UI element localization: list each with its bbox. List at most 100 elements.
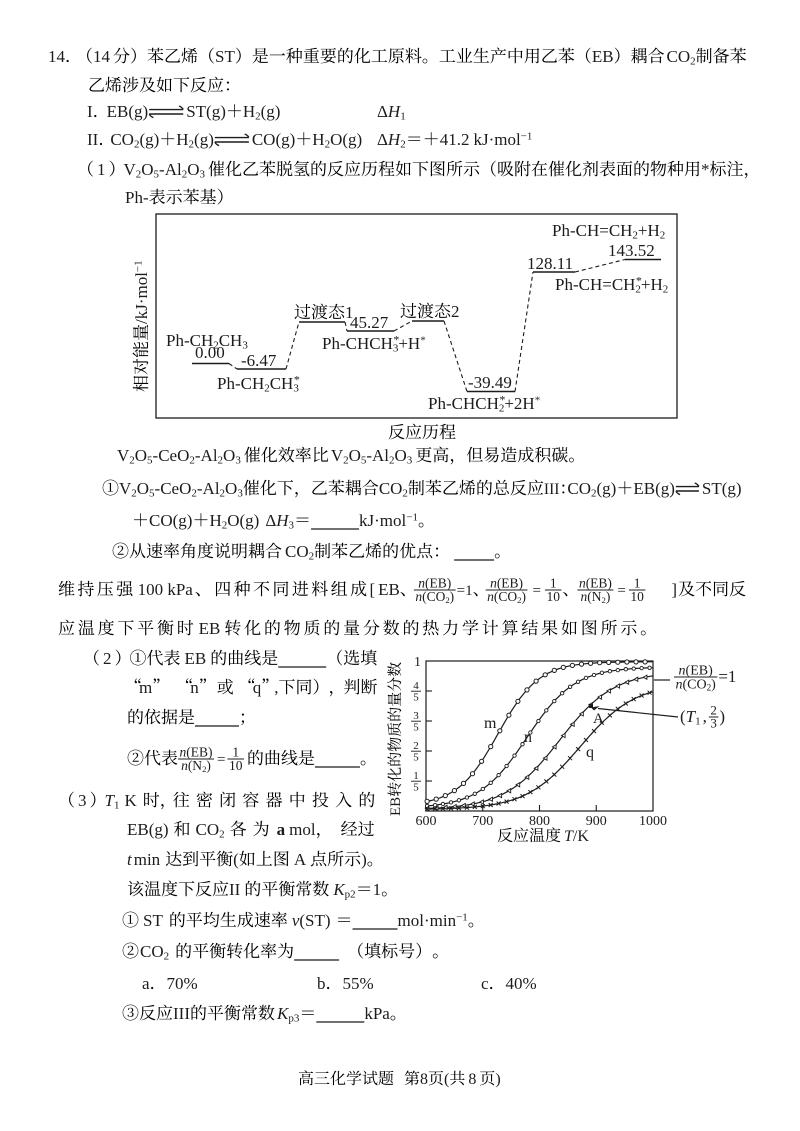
svg-text:*: * xyxy=(393,333,399,347)
svg-text:1: 1 xyxy=(373,880,382,899)
svg-text:V: V xyxy=(119,479,132,498)
svg-text:(N: (N xyxy=(188,758,202,773)
svg-text:3: 3 xyxy=(237,488,243,500)
svg-text:Ph-CH: Ph-CH xyxy=(217,374,264,393)
svg-text:n: n xyxy=(181,758,188,773)
svg-text:2: 2 xyxy=(710,703,717,718)
svg-text:900: 900 xyxy=(586,814,607,829)
svg-text:/kJ·mol: /kJ·mol xyxy=(132,272,151,324)
svg-text:2: 2 xyxy=(182,169,188,181)
svg-text:m: m xyxy=(484,715,497,732)
svg-text:kJ·mol: kJ·mol xyxy=(473,130,520,149)
svg-text:1: 1 xyxy=(634,576,641,591)
svg-text:(EB): (EB) xyxy=(686,664,714,679)
svg-text:O: O xyxy=(135,446,147,465)
svg-text:EB: EB xyxy=(388,797,404,816)
svg-text:T: T xyxy=(564,828,574,845)
svg-text:EB: EB xyxy=(199,619,221,638)
svg-text:EB: EB xyxy=(378,580,400,599)
svg-text:n: n xyxy=(418,576,425,591)
svg-text:I: I xyxy=(87,102,93,121)
svg-text:H: H xyxy=(176,130,188,149)
svg-text:2: 2 xyxy=(202,764,206,774)
svg-text:A: A xyxy=(593,711,604,727)
svg-text:100 kPa: 100 kPa xyxy=(138,580,194,599)
svg-text:=1: =1 xyxy=(718,667,736,686)
svg-text:p3: p3 xyxy=(288,1013,300,1025)
svg-text:(CO: (CO xyxy=(422,589,446,604)
svg-text:2: 2 xyxy=(517,595,521,605)
svg-text:41.2: 41.2 xyxy=(440,130,470,149)
svg-text:2: 2 xyxy=(389,455,395,467)
svg-text:a: a xyxy=(142,974,150,993)
svg-text:4: 4 xyxy=(413,680,419,692)
svg-text:c: c xyxy=(481,974,489,993)
svg-text:): ) xyxy=(711,677,716,692)
svg-text:+2H: +2H xyxy=(504,394,534,413)
svg-text:2: 2 xyxy=(707,683,712,693)
svg-text:III: III xyxy=(544,481,560,498)
svg-text:2: 2 xyxy=(129,455,135,467)
svg-text:O: O xyxy=(223,446,235,465)
svg-text:*: * xyxy=(420,335,426,347)
svg-text:1: 1 xyxy=(345,303,354,322)
svg-text:kPa: kPa xyxy=(364,1004,390,1023)
svg-text:-39.49: -39.49 xyxy=(468,373,512,392)
svg-text:2: 2 xyxy=(343,455,349,467)
svg-text:3: 3 xyxy=(289,520,295,532)
svg-text:m: m xyxy=(139,678,152,697)
svg-text:2: 2 xyxy=(400,139,406,151)
svg-text:K: K xyxy=(276,1004,290,1023)
svg-text:2: 2 xyxy=(413,740,419,752)
svg-text:2: 2 xyxy=(264,383,270,395)
svg-text:Δ: Δ xyxy=(265,511,276,530)
svg-text:v: v xyxy=(292,911,300,930)
svg-text:O: O xyxy=(141,160,153,179)
svg-text:2: 2 xyxy=(632,230,638,242)
svg-text:T: T xyxy=(105,791,116,810)
svg-text:*: * xyxy=(701,160,710,179)
svg-text:O: O xyxy=(187,160,199,179)
svg-text:1: 1 xyxy=(695,716,701,728)
svg-text:H: H xyxy=(275,511,290,530)
svg-text:0.00: 0.00 xyxy=(195,343,225,362)
svg-text:(EB): (EB) xyxy=(586,576,612,591)
svg-text:a: a xyxy=(277,820,286,839)
svg-text:EB(g): EB(g) xyxy=(107,102,149,121)
svg-text:min: min xyxy=(134,850,161,869)
svg-text:H: H xyxy=(209,511,221,530)
svg-text:CO: CO xyxy=(667,47,691,66)
svg-text:III: III xyxy=(173,1004,190,1023)
svg-text:mol: mol xyxy=(289,820,316,839)
svg-text:CO: CO xyxy=(140,942,164,961)
svg-text:1: 1 xyxy=(413,770,419,782)
svg-text:1: 1 xyxy=(414,655,421,670)
svg-text:2: 2 xyxy=(189,455,195,467)
svg-text:n: n xyxy=(581,589,588,604)
svg-text:(g): (g) xyxy=(597,479,617,498)
svg-text:Ph-CH: Ph-CH xyxy=(166,331,213,350)
svg-text:-Al: -Al xyxy=(366,446,389,465)
svg-text:Δ: Δ xyxy=(377,130,388,149)
svg-text:n: n xyxy=(180,745,187,760)
svg-text:10: 10 xyxy=(630,589,644,604)
svg-text:1: 1 xyxy=(400,111,406,123)
svg-text:5: 5 xyxy=(413,722,419,734)
svg-text:/K: /K xyxy=(573,828,589,845)
svg-text:n: n xyxy=(679,664,686,679)
svg-text:(: ( xyxy=(444,1071,449,1088)
svg-text:3: 3 xyxy=(78,791,87,810)
svg-text:): ) xyxy=(450,589,455,604)
svg-text:−1: −1 xyxy=(456,912,468,924)
svg-text:(g): (g) xyxy=(194,130,214,149)
svg-text:(: ( xyxy=(233,850,239,869)
svg-text:2: 2 xyxy=(499,403,505,415)
svg-text:CO: CO xyxy=(567,479,591,498)
svg-text:n: n xyxy=(490,576,497,591)
svg-text:(EB): (EB) xyxy=(425,576,451,591)
svg-text:−1: −1 xyxy=(406,512,418,524)
svg-text:2: 2 xyxy=(660,230,666,242)
svg-text:3: 3 xyxy=(710,716,717,731)
svg-text:2: 2 xyxy=(690,56,696,68)
svg-text:Ph-CH=CH: Ph-CH=CH xyxy=(552,221,632,240)
